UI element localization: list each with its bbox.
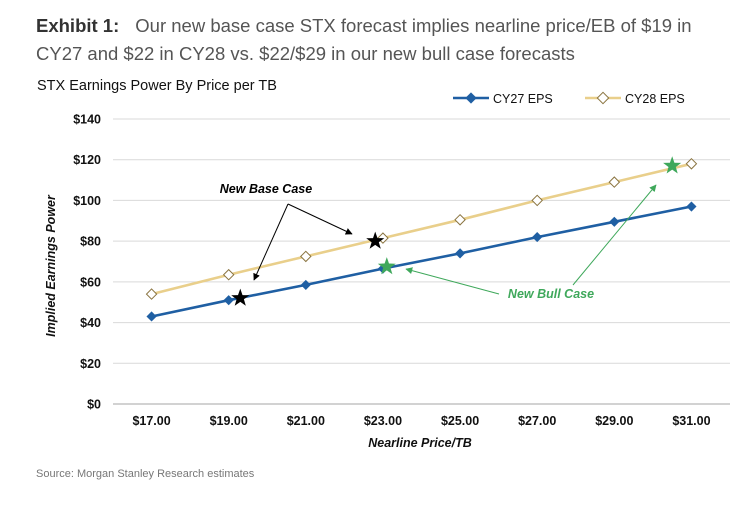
- data-point-cy27-eps: [223, 295, 234, 306]
- x-tick-label: $17.00: [132, 414, 170, 428]
- x-tick-label: $19.00: [210, 414, 248, 428]
- data-point-cy28-eps: [222, 268, 235, 281]
- legend-label-cy27: CY27 EPS: [493, 92, 553, 106]
- legend-marker-cy27: [465, 92, 477, 104]
- y-tick-label: $40: [80, 316, 101, 330]
- base-case-arrow: [253, 203, 289, 281]
- data-point-cy28-eps: [685, 157, 698, 170]
- y-tick-label: $140: [73, 113, 101, 127]
- y-tick-label: $60: [80, 275, 101, 289]
- annotation-layer: New Base Case New Bull Case: [220, 156, 682, 306]
- exhibit-text: Our new base case STX forecast implies n…: [36, 15, 692, 64]
- data-point-cy27-eps: [609, 216, 620, 227]
- data-point-cy28-eps: [608, 176, 621, 188]
- y-axis-label: Implied Earnings Power: [44, 194, 58, 337]
- data-point-cy27-eps: [146, 311, 157, 322]
- data-point-cy28-eps: [145, 288, 158, 300]
- y-tick-label: $80: [80, 235, 101, 249]
- base-case-label: New Base Case: [220, 182, 312, 196]
- base-case-arrow: [287, 203, 353, 235]
- y-tick-label: $0: [87, 398, 101, 412]
- data-point-cy27-eps: [300, 279, 311, 291]
- base-case-star: [231, 288, 250, 306]
- chart-title: STX Earnings Power By Price per TB: [37, 78, 277, 94]
- legend-marker-cy28: [596, 91, 610, 105]
- y-tick-label: $120: [73, 153, 101, 167]
- x-tick-label: $31.00: [672, 414, 710, 428]
- data-point-cy27-eps: [532, 231, 543, 243]
- x-tick-label: $27.00: [518, 414, 556, 428]
- bull-case-arrow: [572, 184, 657, 286]
- data-point-cy27-eps: [686, 201, 697, 212]
- grid-lines: [113, 118, 730, 405]
- data-point-cy28-eps: [454, 213, 466, 226]
- x-tick-label: $29.00: [595, 414, 633, 428]
- x-axis-ticks: $17.00 $19.00 $21.00 $23.00 $25.00 $27.00 $29.…: [132, 414, 710, 428]
- x-tick-label: $21.00: [287, 414, 325, 428]
- y-tick-label: $20: [80, 357, 101, 371]
- base-case-star: [366, 231, 385, 249]
- x-tick-label: $23.00: [364, 414, 402, 428]
- series-line-cy28-eps: [151, 162, 692, 296]
- x-axis-label: Nearline Price/TB: [368, 436, 472, 450]
- data-point-cy28-eps: [300, 250, 312, 263]
- bull-case-arrow: [405, 267, 500, 295]
- exhibit-label: Exhibit 1:: [36, 15, 120, 36]
- x-tick-label: $25.00: [441, 414, 479, 428]
- y-tick-label: $100: [73, 194, 101, 208]
- exhibit-caption: Exhibit 1: Our new base case STX forecast…: [36, 12, 736, 68]
- bull-case-star: [663, 156, 682, 174]
- legend: CY27 EPS CY28 EPS: [453, 91, 685, 106]
- y-axis-ticks: $0 $20 $40 $60 $80 $100 $120 $140: [73, 113, 101, 412]
- data-point-cy27-eps: [454, 248, 466, 259]
- bull-case-label: New Bull Case: [508, 287, 594, 301]
- bull-case-star: [377, 257, 396, 275]
- data-point-cy28-eps: [531, 194, 543, 207]
- legend-label-cy28: CY28 EPS: [625, 92, 685, 106]
- source-note: Source: Morgan Stanley Research estimate…: [36, 468, 255, 480]
